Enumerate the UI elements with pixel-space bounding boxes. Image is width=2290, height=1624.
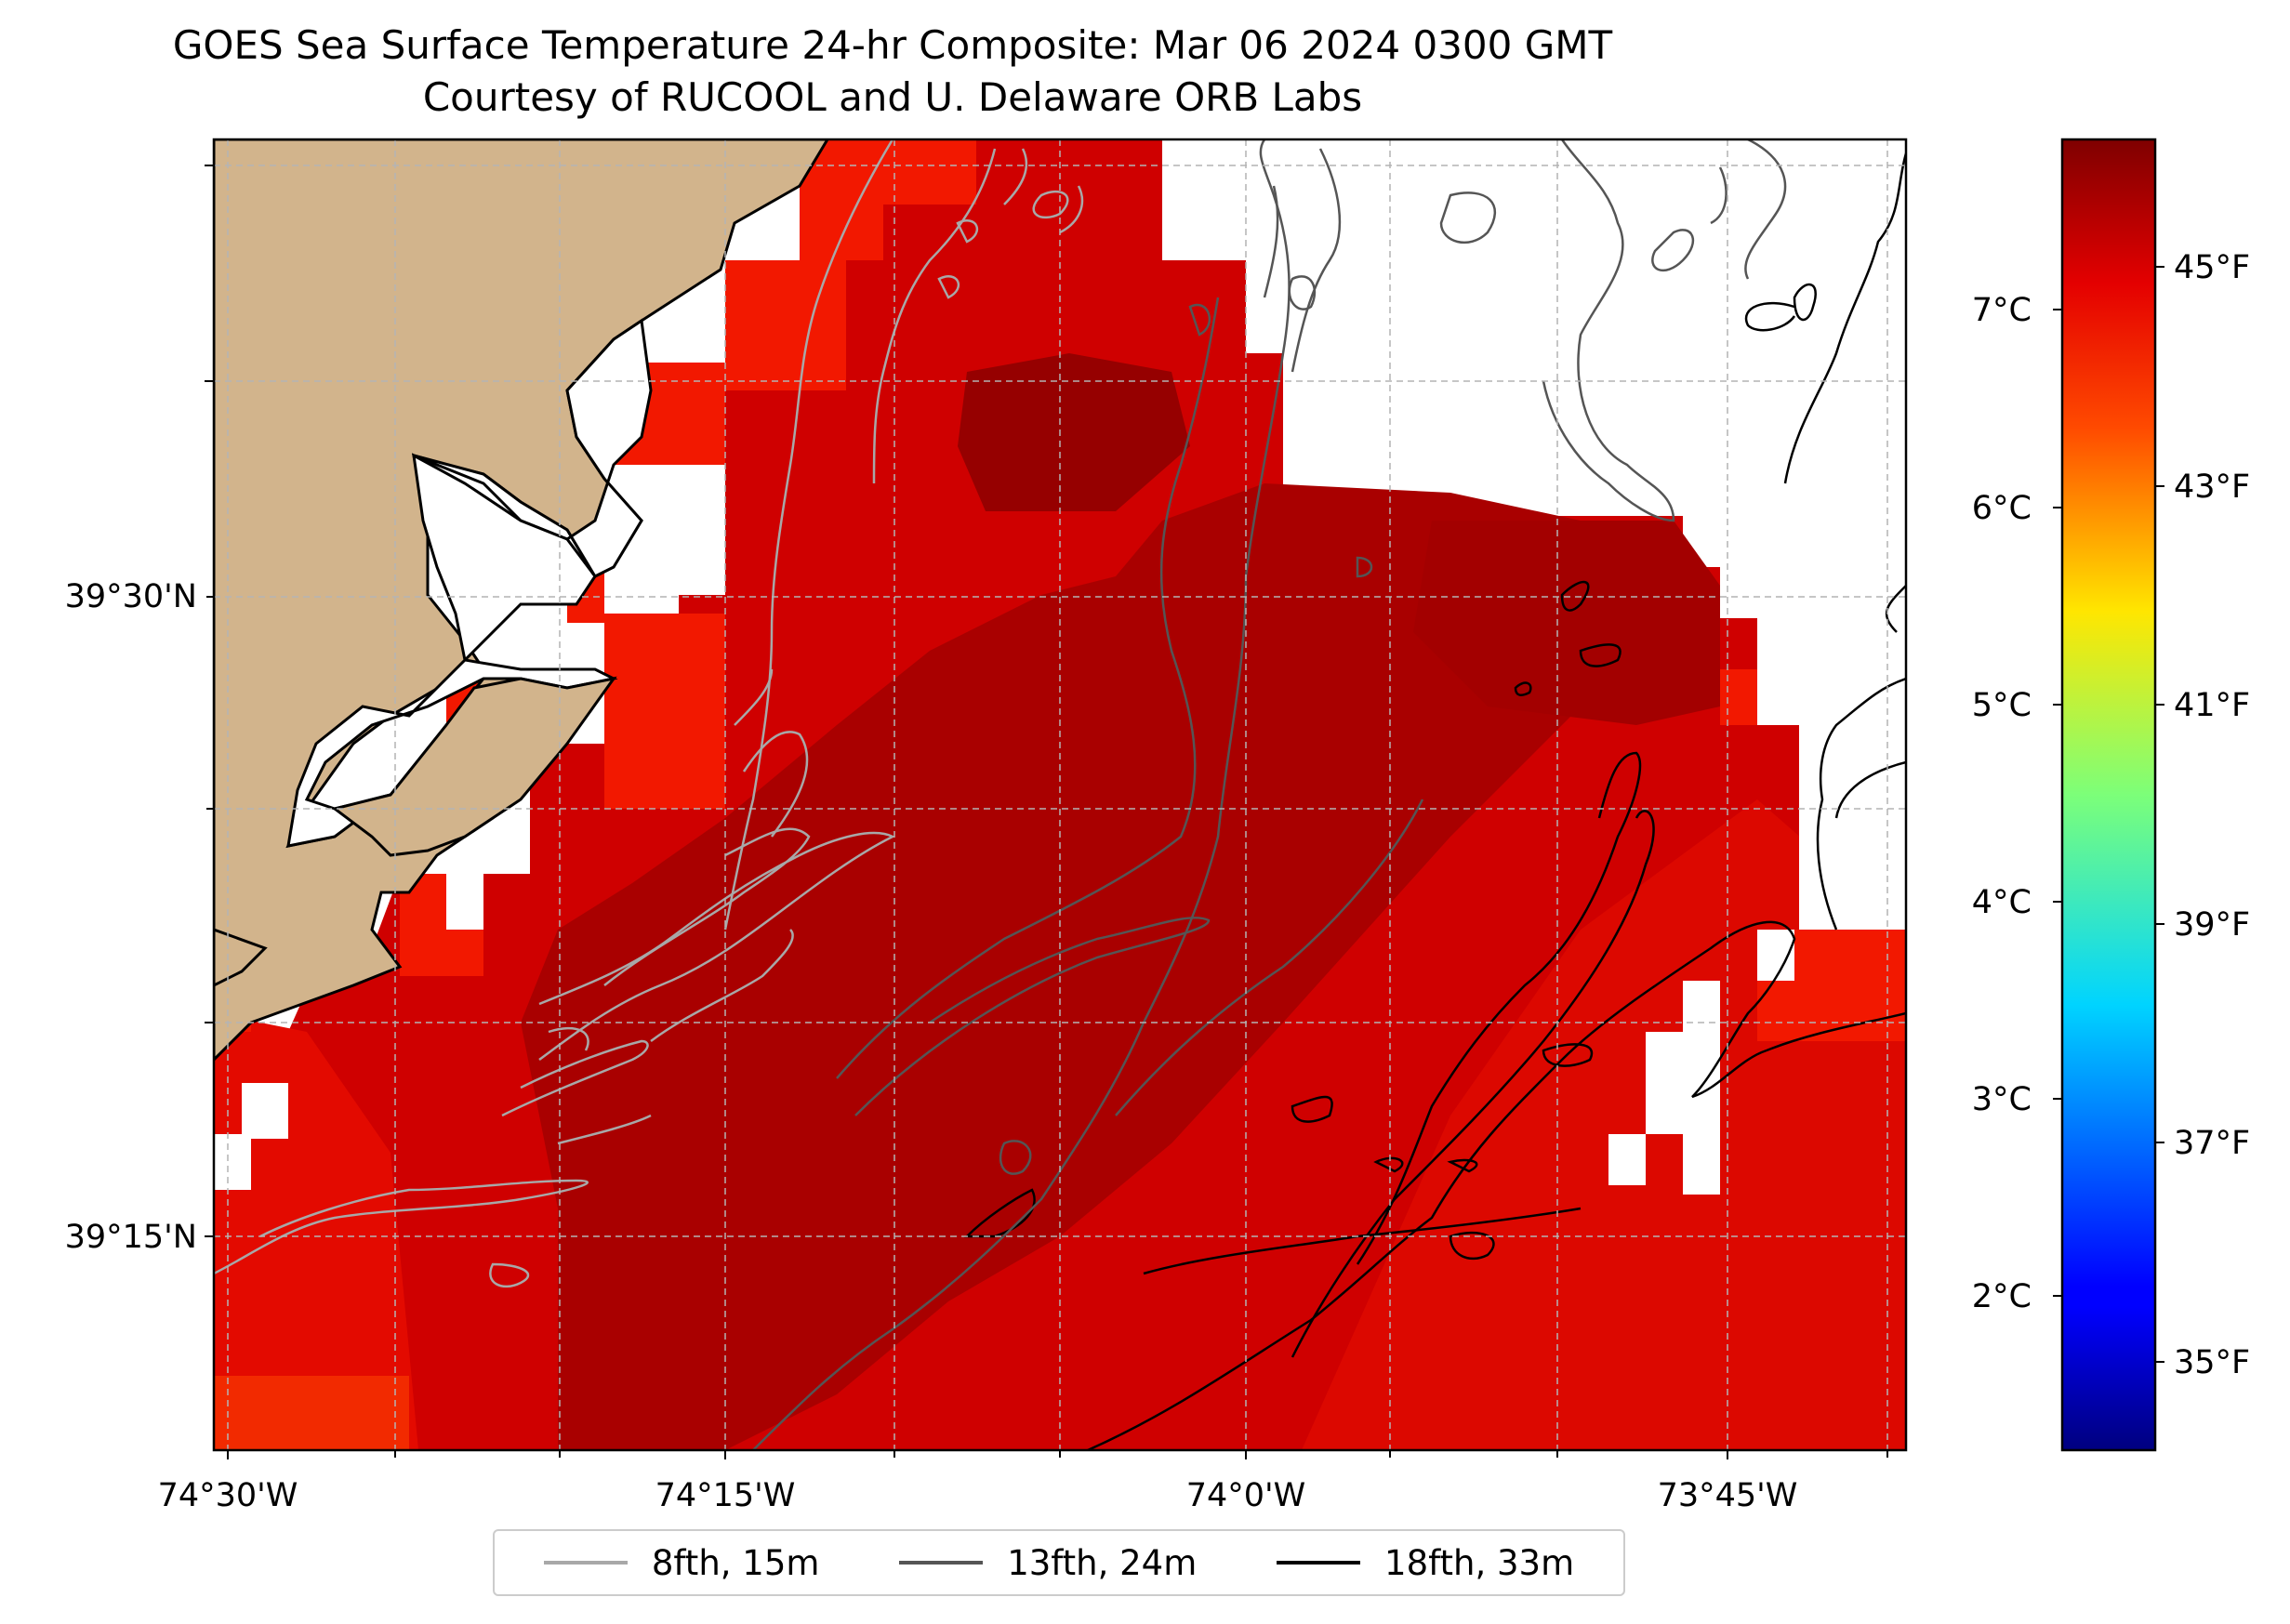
chart-subtitle: Courtesy of RUCOOL and U. Delaware ORB L… xyxy=(422,74,1363,120)
colorbar xyxy=(2060,138,2157,1452)
legend-label: 13fth, 24m xyxy=(1007,1542,1198,1583)
axis-tick-marks xyxy=(205,165,1888,1459)
sst-eastern-core xyxy=(1413,521,1720,725)
colorbar-celsius-tick: 5°C xyxy=(1972,687,2032,724)
sst-hot-spot xyxy=(958,353,1190,511)
colorbar-celsius-tick: 3°C xyxy=(1972,1081,2032,1118)
legend-swatch xyxy=(899,1561,984,1565)
sst-orange-cell xyxy=(214,1376,409,1450)
y-tick-label: 39°30'N xyxy=(65,578,197,615)
colorbar-fahrenheit-tick: 45°F xyxy=(2174,249,2250,286)
x-tick-label: 73°45'W xyxy=(1658,1477,1798,1514)
colorbar-tick-marks xyxy=(2053,266,2164,1363)
legend-swatch xyxy=(1277,1561,1361,1565)
graticule xyxy=(214,139,1906,1450)
land-headland xyxy=(214,928,268,987)
x-tick-label: 74°30'W xyxy=(158,1477,298,1514)
isobath-8fth xyxy=(214,139,1084,1288)
land-cape xyxy=(331,676,617,857)
colorbar-celsius-tick: 6°C xyxy=(1972,490,2032,527)
colorbar-fahrenheit-tick: 39°F xyxy=(2174,906,2250,944)
colorbar-celsius-tick: 7°C xyxy=(1972,292,2032,329)
colorbar-fahrenheit-tick: 43°F xyxy=(2174,469,2250,506)
legend-item-8fth: 8fth, 15m xyxy=(543,1542,820,1583)
x-tick-label: 74°0'W xyxy=(1186,1477,1306,1514)
x-tick-label: 74°15'W xyxy=(655,1477,796,1514)
map-area xyxy=(214,139,1906,1450)
sst-warm-core xyxy=(521,483,1636,1450)
isobath-legend: 8fth, 15m 13fth, 24m 18fth, 33m xyxy=(493,1529,1625,1596)
east-island-1 xyxy=(1793,283,1817,322)
colorbar-fahrenheit-tick: 37°F xyxy=(2174,1125,2250,1162)
colorbar-fahrenheit-tick: 35°F xyxy=(2174,1344,2250,1381)
sst-east-fringe xyxy=(1302,799,1906,1450)
colorbar-celsius-tick: 4°C xyxy=(1972,884,2032,921)
y-tick-label: 39°15'N xyxy=(65,1219,197,1256)
legend-item-13fth: 13fth, 24m xyxy=(899,1543,1197,1583)
east-island-2 xyxy=(1744,301,1796,332)
chart-title: GOES Sea Surface Temperature 24-hr Compo… xyxy=(172,22,1613,68)
legend-label: 18fth, 33m xyxy=(1384,1542,1575,1583)
legend-item-18fth: 18fth, 33m xyxy=(1277,1543,1574,1583)
colorbar-celsius-tick: 2°C xyxy=(1972,1278,2032,1315)
isobath-13fth xyxy=(752,139,1787,1450)
colorbar-fahrenheit-tick: 41°F xyxy=(2174,687,2250,724)
legend-label: 8fth, 15m xyxy=(651,1542,820,1583)
legend-swatch xyxy=(543,1561,628,1565)
inland-bay xyxy=(413,318,653,578)
